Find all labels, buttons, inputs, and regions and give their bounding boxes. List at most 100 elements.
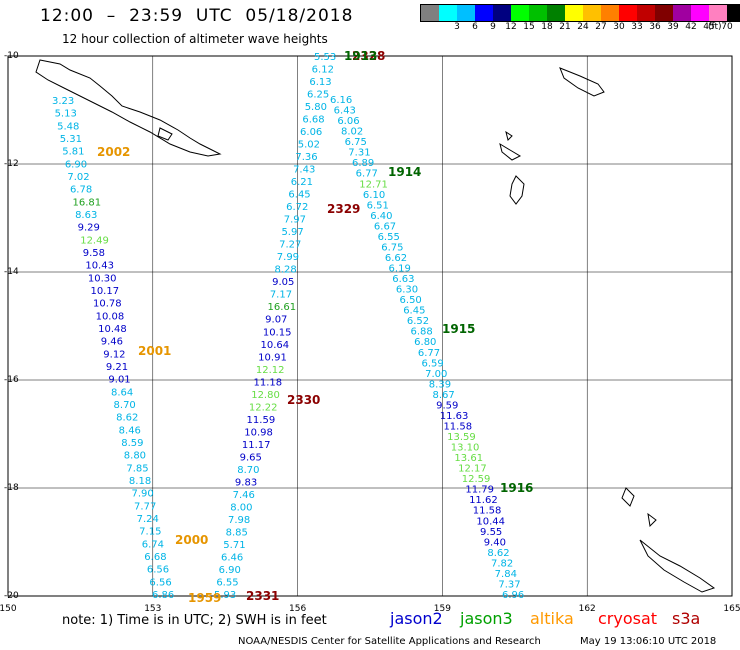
coast-solomon-2 xyxy=(499,142,522,161)
coast-island-b xyxy=(647,512,657,528)
s3a-value: 12.22 xyxy=(249,402,278,413)
s3a-value: 6.68 xyxy=(302,115,324,126)
scale-tick: 42 xyxy=(685,22,697,32)
pass-time-label: 1916 xyxy=(500,481,533,495)
altika-value: 3.23 xyxy=(52,96,74,107)
s3a-value: 9.83 xyxy=(235,477,257,488)
legend-altika: altika xyxy=(530,609,574,628)
scale-swatch xyxy=(727,5,740,21)
jason3-value: 12.71 xyxy=(359,179,388,190)
s3a-value: 6.25 xyxy=(307,90,329,101)
scale-tick: 18 xyxy=(541,22,553,32)
altika-value: 8.80 xyxy=(124,451,146,462)
altika-value: 6.90 xyxy=(65,159,87,170)
jason3-value: 11.58 xyxy=(443,421,472,432)
s3a-value: 9.07 xyxy=(265,315,287,326)
scale-swatch xyxy=(529,5,547,21)
altika-value: 6.56 xyxy=(147,565,169,576)
s3a-value: 8.70 xyxy=(237,465,259,476)
altika-value: 5.31 xyxy=(60,134,82,145)
altika-value: 10.43 xyxy=(85,261,114,272)
scale-unit: (ft) xyxy=(708,22,722,32)
pass-time-label: 2331 xyxy=(246,589,279,603)
scale-tick: 70 xyxy=(721,22,733,32)
scale-swatch xyxy=(637,5,655,21)
altika-value: 8.62 xyxy=(116,413,138,424)
scale-swatch xyxy=(475,5,493,21)
altika-value: 7.24 xyxy=(137,514,159,525)
jason3-value: 6.75 xyxy=(381,242,403,253)
jason3-value: 6.62 xyxy=(385,253,407,264)
timestamp: May 19 13:06:10 UTC 2018 xyxy=(580,636,717,647)
altika-value: 5.81 xyxy=(62,147,84,158)
s3a-value: 7.43 xyxy=(293,165,315,176)
altika-value: 7.85 xyxy=(126,463,148,474)
s3a-value: 8.85 xyxy=(226,527,248,538)
scale-tick: 27 xyxy=(595,22,607,32)
s3a-value: 7.99 xyxy=(277,252,299,263)
s3a-value: 6.72 xyxy=(286,202,308,213)
s3a-value: 16.61 xyxy=(267,302,296,313)
altika-value: 9.21 xyxy=(106,362,128,373)
pass-time-label: 1915 xyxy=(442,322,475,336)
pass-time-label: 1914 xyxy=(388,165,421,179)
altika-value: 8.46 xyxy=(119,425,141,436)
jason3-value: 6.63 xyxy=(392,274,414,285)
lon-label: 150 xyxy=(0,604,17,614)
s3a-value: 8.00 xyxy=(230,502,252,513)
lat-label: -14 xyxy=(4,267,19,277)
scale-tick: 24 xyxy=(577,22,589,32)
s3a-value: 6.21 xyxy=(291,177,313,188)
altika-value: 10.30 xyxy=(88,273,117,284)
legend-s3a: s3a xyxy=(672,609,701,628)
altika-value: 9.29 xyxy=(78,223,100,234)
altika-value: 9.01 xyxy=(108,375,130,386)
jason3-value: 6.59 xyxy=(421,358,443,369)
altika-value: 12.49 xyxy=(80,235,109,246)
s3a-value: 12.80 xyxy=(251,390,280,401)
altika-value: 10.17 xyxy=(90,286,119,297)
jason3-value: 9.59 xyxy=(436,400,458,411)
scale-swatch xyxy=(601,5,619,21)
altika-value: 5.48 xyxy=(57,121,79,132)
s3a-value: 5.71 xyxy=(223,540,245,551)
scale-swatch xyxy=(511,5,529,21)
s3a-value: 7.97 xyxy=(284,215,306,226)
s3a-value: 5.80 xyxy=(305,102,327,113)
altika-value: 8.64 xyxy=(111,387,133,398)
jason3-value: 6.88 xyxy=(411,327,433,338)
legend-cryosat: cryosat xyxy=(598,609,658,628)
s3a-value: 11.17 xyxy=(242,440,271,451)
jason3-value: 6.77 xyxy=(356,169,378,180)
scale-swatch xyxy=(709,5,727,21)
scale-tick: 30 xyxy=(613,22,625,32)
jason3-value: 13.59 xyxy=(447,432,476,443)
altika-value: 6.86 xyxy=(152,590,174,601)
altika-value: 6.68 xyxy=(144,552,166,563)
jason3-value: 6.52 xyxy=(407,316,429,327)
scale-tick: 12 xyxy=(505,22,517,32)
s3a-value: 6.90 xyxy=(219,565,241,576)
chart-title: 12:00 – 23:59 UTC 05/18/2018 xyxy=(40,6,354,26)
s3a-value: 6.12 xyxy=(312,65,334,76)
jason3-value: 7.31 xyxy=(348,148,370,159)
pass-time-label: 2329 xyxy=(327,202,360,216)
s3a-value: 7.27 xyxy=(279,240,301,251)
jason3-value: 6.45 xyxy=(403,306,425,317)
jason3-value: 13.61 xyxy=(454,453,483,464)
s3a-value: 7.36 xyxy=(295,152,317,163)
altika-value: 7.02 xyxy=(67,172,89,183)
jason3-value: 11.79 xyxy=(465,485,494,496)
jason3-value: 9.55 xyxy=(480,527,502,538)
s3a-value: 5.02 xyxy=(298,140,320,151)
scale-tick: 9 xyxy=(490,22,496,32)
jason3-value: 6.10 xyxy=(363,190,385,201)
jason3-value: 6.96 xyxy=(502,590,524,601)
pass-time-label: 2002 xyxy=(97,145,130,159)
s3a-value: 10.64 xyxy=(261,340,290,351)
lat-label: -20 xyxy=(4,591,19,601)
lon-label: 159 xyxy=(433,604,451,614)
jason3-value: 11.62 xyxy=(469,495,498,506)
lon-label: 162 xyxy=(578,604,596,614)
